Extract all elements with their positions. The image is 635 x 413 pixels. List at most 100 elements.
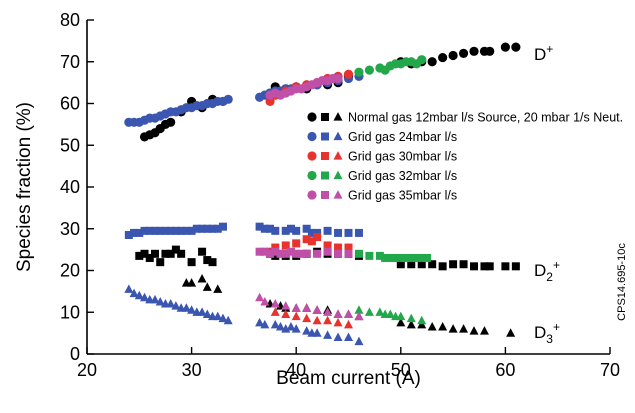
d2-plus-point: [417, 260, 426, 269]
d2-plus-point: [208, 224, 217, 233]
d2-plus-point: [302, 235, 311, 244]
d2-plus-point: [276, 249, 285, 258]
d2-plus-point: [313, 233, 322, 242]
d-plus-point: [469, 46, 479, 56]
series-3: [265, 69, 354, 329]
d3-plus-point: [150, 294, 160, 304]
d2-plus-point: [302, 224, 311, 233]
d2-plus-point: [297, 249, 306, 258]
d2-plus-point: [334, 249, 343, 258]
d2-plus-point: [307, 228, 316, 237]
d-plus-point: [417, 55, 427, 65]
label-d-plus-base: D: [534, 45, 546, 64]
label-d3-plus-subscript: 3: [546, 332, 553, 346]
legend-entry: Grid gas 24mbar l/s: [307, 130, 457, 144]
d3-plus-point: [197, 273, 207, 283]
legend-square-marker: [321, 132, 329, 141]
d3-plus-point: [171, 301, 181, 310]
legend-square-marker: [321, 171, 329, 180]
d2-plus-point: [313, 228, 322, 237]
d2-plus-point: [344, 228, 353, 237]
legend-entry: Grid gas 30mbar l/s: [307, 150, 457, 164]
legend-label: Normal gas 12mbar l/s Source, 20 mbar 1/…: [348, 111, 623, 125]
d2-plus-point: [192, 224, 201, 233]
d2-plus-point: [187, 226, 196, 235]
d3-plus-point: [459, 324, 469, 333]
d3-plus-point: [291, 324, 301, 333]
d2-plus-point: [407, 253, 416, 262]
d3-plus-point: [506, 328, 516, 337]
d3-plus-point: [344, 309, 353, 318]
d3-plus-point: [323, 330, 333, 339]
d3-plus-point: [479, 326, 489, 335]
d2-plus-point: [156, 258, 165, 267]
legend-triangle-marker: [333, 131, 343, 141]
label-d-plus-superscript: +: [546, 42, 553, 56]
d-plus-point: [485, 46, 495, 56]
d2-plus-point: [213, 224, 222, 233]
d3-plus-point: [223, 315, 233, 325]
d2-plus-point: [354, 249, 363, 258]
d-plus-point: [364, 65, 375, 75]
d3-plus-point: [427, 322, 437, 331]
d2-plus-point: [281, 241, 290, 250]
d3-plus-point: [202, 282, 212, 291]
legend-circle-marker: [307, 170, 317, 181]
d3-plus-point: [333, 309, 343, 318]
d2-plus-point: [266, 249, 275, 258]
d2-plus-point: [292, 239, 301, 248]
d2-plus-point: [375, 251, 384, 260]
d2-plus-point: [459, 260, 468, 269]
d-plus-point: [448, 50, 458, 61]
d3-plus-point: [281, 309, 291, 318]
d2-plus-point: [140, 226, 149, 235]
y-tick-label: 10: [60, 302, 80, 322]
d2-plus-point: [334, 228, 343, 237]
d2-plus-point: [292, 226, 301, 235]
data-points: [124, 42, 521, 346]
d2-plus-point: [271, 226, 280, 235]
d2-plus-point: [286, 224, 295, 233]
label-d-plus: D+: [534, 42, 553, 64]
d2-plus-point: [171, 226, 180, 235]
x-tick-label: 40: [286, 360, 306, 380]
y-tick-label: 60: [60, 94, 80, 114]
d2-plus-point: [407, 260, 416, 269]
d2-plus-point: [218, 222, 227, 231]
d2-plus-point: [161, 249, 170, 258]
d3-plus-point: [406, 319, 416, 329]
d3-plus-point: [323, 315, 333, 325]
d3-plus-point: [155, 296, 165, 306]
legend-square-marker: [321, 113, 329, 121]
d2-plus-point: [145, 226, 154, 235]
d3-plus-point: [286, 322, 296, 331]
d2-plus-point: [166, 249, 175, 258]
label-d2-plus-base: D: [534, 261, 546, 280]
d3-plus-point: [302, 313, 312, 323]
x-tick-label: 30: [182, 360, 202, 380]
legend-label: Grid gas 35mbar l/s: [348, 189, 457, 203]
d2-plus-point: [381, 253, 390, 262]
d3-plus-point: [354, 336, 364, 346]
d3-plus-point: [197, 307, 207, 316]
d2-plus-point: [470, 262, 479, 271]
legend-triangle-marker: [333, 112, 343, 121]
d2-plus-point: [135, 228, 144, 237]
d3-plus-point: [354, 311, 364, 321]
d-plus-point: [343, 69, 354, 79]
d3-plus-point: [364, 307, 374, 316]
d2-plus-point: [255, 247, 264, 256]
d2-plus-point: [177, 249, 186, 258]
legend-square-marker: [321, 191, 329, 199]
d2-plus-point: [292, 249, 301, 258]
d2-plus-point: [266, 224, 275, 233]
d2-plus-point: [354, 228, 363, 237]
d2-plus-point: [260, 247, 269, 256]
label-d2-plus: D2+: [534, 258, 560, 284]
d3-plus-point: [469, 326, 479, 335]
d2-plus-point: [208, 258, 217, 267]
d3-plus-point: [270, 319, 280, 329]
d3-plus-point: [187, 305, 197, 314]
y-tick-label: 0: [70, 344, 80, 364]
